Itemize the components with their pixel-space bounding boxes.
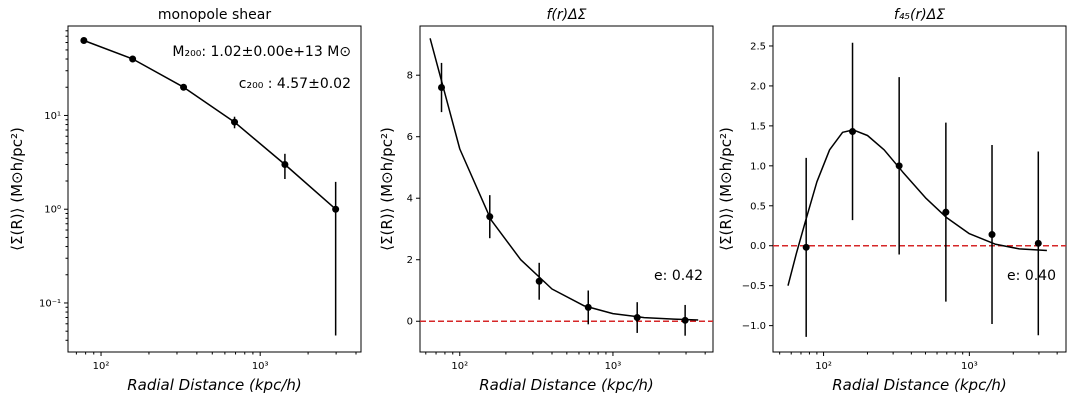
- chart-title: f₄₅(r)ΔΣ: [894, 7, 945, 23]
- y-tick-label: 2.0: [750, 81, 766, 92]
- data-point: [681, 316, 689, 324]
- axes-frame: [67, 25, 362, 353]
- y-tick-label: 6: [407, 132, 413, 143]
- x-axis-label: Radial Distance (kpc/h): [832, 376, 1007, 394]
- data-point: [486, 213, 494, 221]
- axes-frame: [419, 25, 714, 353]
- y-tick-label: 0.5: [750, 201, 766, 212]
- y-tick-label: 4: [407, 194, 413, 205]
- data-point: [633, 314, 641, 322]
- data-point: [584, 303, 592, 311]
- data-point: [802, 243, 810, 251]
- y-tick-label: 10¹: [44, 111, 61, 122]
- data-point: [438, 84, 446, 92]
- model-curve: [429, 38, 699, 321]
- x-tick-label: 10³: [961, 361, 978, 372]
- x-tick-label: 10³: [605, 361, 622, 372]
- y-tick-label: −1.0: [742, 321, 766, 332]
- y-tick-label: 10⁻¹: [39, 298, 61, 309]
- chart-panel-2: 10² 10³ 0 2 4 6 8 f(r)ΔΣ Radial Distance (kpc/h)…: [378, 7, 714, 394]
- chart-title: f(r)ΔΣ: [546, 7, 586, 23]
- y-axis-label: ⟨Σ(R)⟩ (M⊙h/pc²): [8, 127, 26, 251]
- y-tick-label: 1.5: [750, 121, 766, 132]
- y-tick-label: −0.5: [742, 281, 766, 292]
- data-point: [535, 277, 543, 285]
- x-tick-label: 10²: [815, 361, 832, 372]
- data-point: [849, 127, 857, 135]
- x-axis-label: Radial Distance (kpc/h): [479, 376, 654, 394]
- x-tick-label: 10³: [252, 361, 269, 372]
- y-axis-label: ⟨Σ(R)⟩ (M⊙h/pc²): [717, 127, 735, 251]
- chart-annotation: M₂₀₀: 1.02±0.00e+13 M⊙: [172, 44, 351, 60]
- y-tick-label: 2.5: [750, 41, 766, 52]
- data-point: [80, 37, 88, 45]
- y-tick-label: 0.0: [750, 241, 766, 252]
- model-curve: [787, 129, 1047, 286]
- y-tick-label: 2: [407, 255, 413, 266]
- x-tick-label: 10²: [93, 361, 110, 372]
- data-point: [129, 55, 137, 63]
- chart-panel-3: 10² 10³ −1.0 −0.5 0.0 0.5 1.0 1.5 2.0 2.5 f₄₅(r)ΔΣ…: [717, 7, 1067, 394]
- chart-annotation: c₂₀₀ : 4.57±0.02: [239, 76, 351, 92]
- x-axis-label: Radial Distance (kpc/h): [127, 376, 302, 394]
- chart-panel-1: 10² 10³ 10⁻¹ 10⁰ 10¹ monopole shear Radial Dis…: [8, 7, 362, 394]
- x-tick-label: 10²: [451, 361, 468, 372]
- chart-annotation: e: 0.40: [1007, 268, 1056, 284]
- data-point: [332, 205, 340, 213]
- data-point: [942, 208, 950, 216]
- data-point: [180, 83, 188, 91]
- y-tick-label: 1.0: [750, 161, 766, 172]
- y-tick-label: 10⁰: [44, 205, 61, 216]
- y-tick-label: 0: [407, 317, 413, 328]
- data-point: [231, 118, 239, 126]
- y-tick-label: 8: [407, 71, 413, 82]
- model-curve: [83, 39, 337, 210]
- data-point: [1034, 239, 1042, 247]
- data-point: [895, 162, 903, 170]
- chart-annotation: e: 0.42: [654, 268, 703, 284]
- chart-title: monopole shear: [158, 7, 271, 23]
- data-point: [281, 160, 289, 168]
- axes-frame: [772, 25, 1067, 353]
- data-point: [988, 231, 996, 239]
- y-axis-label: ⟨Σ(R)⟩ (M⊙h/pc²): [378, 127, 396, 251]
